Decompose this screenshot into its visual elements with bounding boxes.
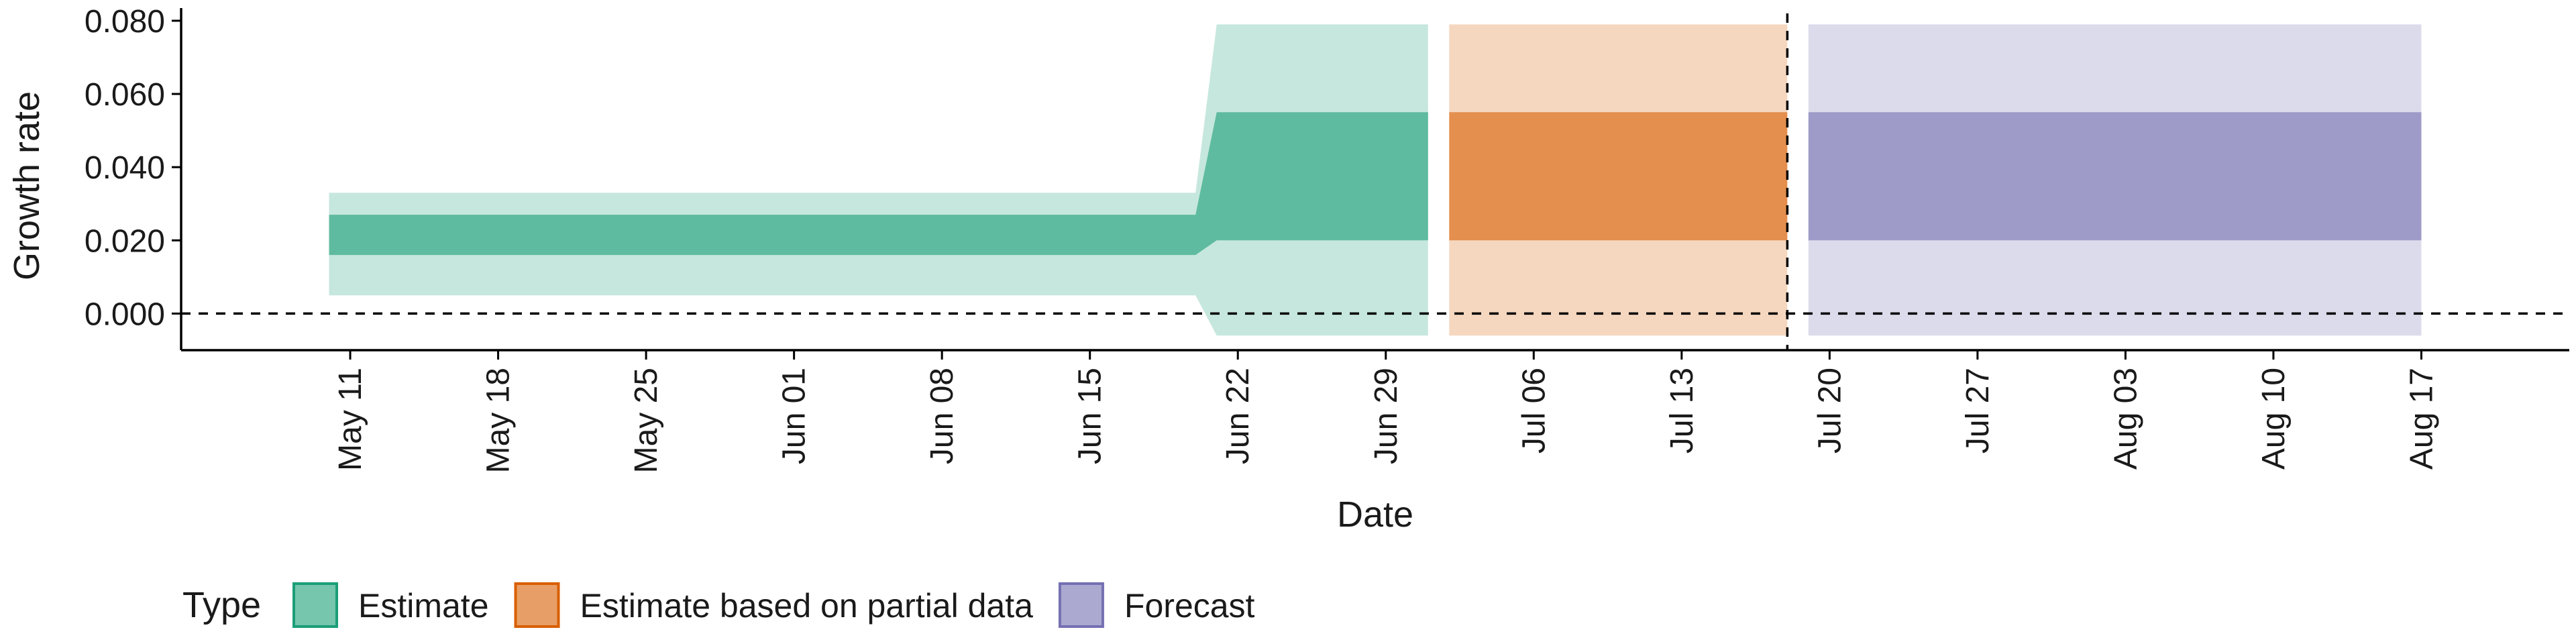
ribbon-inner-estimate [329,112,1428,256]
legend-title: Type [182,585,261,625]
axes: 0.000 0.020 0.040 0.060 0.080 May 11 May 18 May… [85,4,2569,473]
y-tick-label: 0.020 [85,223,165,259]
y-tick-label: 0.080 [85,4,165,40]
legend-swatch-forecast [1058,582,1104,628]
x-tick-label: Jul 13 [1664,368,1700,453]
ribbon-inner-forecast [1808,112,2422,241]
x-tick-label: Jul 06 [1516,368,1552,453]
reference-lines [181,13,2569,350]
legend-label-forecast: Forecast [1124,587,1255,625]
x-tick-label: Jun 08 [924,368,960,464]
x-tick-label: Aug 03 [2108,368,2143,470]
x-tick-label: Jun 22 [1220,368,1256,464]
legend: Type Estimate Estimate based on partial da… [182,582,1255,628]
x-tick-label: Jun 01 [777,368,812,464]
legend-swatch-estimate-based-on-partial-data [514,582,560,628]
x-tick-label: May 25 [629,368,664,473]
x-tick-label: May 18 [481,368,517,473]
x-tick-label: May 11 [333,368,368,471]
x-axis-title: Date [1337,494,1413,535]
y-tick-label: 0.040 [85,150,165,186]
x-tick-label: Jul 20 [1812,368,1847,453]
y-tick-label: 0.000 [85,297,165,332]
legend-label-estimate-based-on-partial-data: Estimate based on partial data [580,587,1034,625]
x-tick-label: Jun 29 [1368,368,1404,464]
x-tick-label: Aug 10 [2256,368,2292,470]
x-tick-label: Aug 17 [2404,368,2440,470]
legend-swatch-estimate [292,582,338,628]
y-axis-title: Growth rate [7,91,47,280]
x-tick-label: Jul 27 [1960,368,1996,453]
x-tick-label: Jun 15 [1073,368,1108,464]
legend-label-estimate: Estimate [358,587,489,625]
y-tick-label: 0.060 [85,77,165,113]
ribbon-outer-estimate [329,24,1428,336]
ribbon-inner-estimate-based-on-partial-data [1449,112,1788,241]
ribbon-layer [329,24,2422,336]
